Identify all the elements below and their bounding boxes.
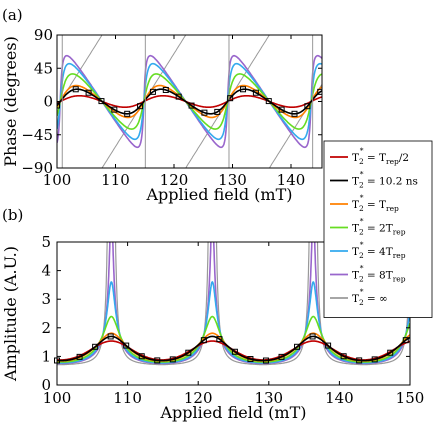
amplitude-marker — [138, 353, 145, 360]
amplitude-marker — [278, 353, 285, 360]
phase-marker — [214, 108, 221, 115]
phase-series-line — [57, 35, 322, 168]
legend-box — [323, 140, 433, 318]
legend-entry: T2* = 10.2 ns — [330, 170, 418, 190]
amplitude-y-tick-label: 2 — [41, 319, 51, 337]
amplitude-marker — [247, 356, 254, 363]
phase-marker — [98, 98, 105, 105]
amplitude-series-line — [57, 242, 410, 366]
amplitude-x-tick-label: 140 — [325, 389, 354, 407]
amplitude-marker — [309, 333, 316, 340]
phase-y-axis-label: Phase (degrees) — [1, 36, 20, 167]
legend-entry: T2* = 8Trep — [330, 264, 406, 284]
phase-y-tick-label: −90 — [21, 159, 53, 177]
amplitude-marker — [185, 349, 192, 356]
phase-marker — [304, 103, 311, 110]
phase-series-line — [57, 54, 322, 149]
phase-marker — [265, 98, 272, 105]
amplitude-series-line — [57, 280, 410, 364]
amplitude-marker — [387, 349, 394, 356]
amplitude-marker — [231, 348, 238, 355]
phase-marker — [124, 110, 131, 117]
amplitude-marker — [123, 342, 130, 349]
amplitude-y-tick-label: 0 — [41, 376, 51, 394]
amplitude-marker — [107, 333, 114, 340]
phase-marker — [291, 110, 298, 117]
amplitude-y-tick-label: 5 — [41, 233, 51, 251]
amplitude-marker — [402, 337, 409, 344]
panel-a-label: (a) — [2, 6, 23, 24]
phase-x-tick-label: 100 — [43, 171, 72, 189]
phase-marker — [137, 103, 144, 110]
amplitude-y-tick-label: 3 — [41, 290, 51, 308]
legend-label: T2* = ∞ — [352, 287, 388, 307]
phase-marker — [317, 88, 322, 95]
phase-x-tick-label: 110 — [101, 171, 130, 189]
amplitude-marker — [325, 342, 332, 349]
panel-b-label: (b) — [2, 206, 23, 224]
amplitude-marker — [294, 343, 301, 350]
amplitude-x-tick-label: 130 — [254, 389, 283, 407]
phase-marker — [188, 102, 195, 109]
amplitude-marker — [200, 337, 207, 344]
phase-marker — [85, 89, 92, 96]
phase-x-tick-label: 120 — [160, 171, 189, 189]
phase-y-tick-label: 45 — [34, 59, 53, 77]
legend-label: T2* = 4Trep — [352, 240, 406, 260]
phase-y-tick-label: 90 — [34, 26, 53, 44]
phase-marker — [240, 86, 247, 93]
amplitude-marker — [371, 356, 378, 363]
legend-label: T2* = 8Trep — [352, 264, 406, 284]
phase-marker — [57, 102, 60, 109]
amplitude-x-tick-label: 150 — [396, 389, 425, 407]
phase-marker — [162, 86, 169, 93]
legend: T2* = Trep/2 T2* = 10.2 ns T2* = Trep T2* =… — [323, 140, 433, 318]
phase-series-line — [57, 62, 322, 141]
phase-marker — [175, 93, 182, 100]
legend-label: T2* = Trep/2 — [352, 146, 409, 166]
phase-marker — [149, 88, 156, 95]
phase-marker — [111, 106, 118, 113]
amplitude-marker — [216, 336, 223, 343]
phase-x-tick-label: 140 — [277, 171, 306, 189]
amplitude-y-tick-label: 4 — [41, 262, 51, 280]
amplitude-x-tick-label: 110 — [113, 389, 142, 407]
legend-label: T2* = Trep — [352, 193, 399, 213]
legend-entry: T2* = Trep — [330, 193, 399, 213]
phase-y-tick-label: −45 — [21, 126, 53, 144]
legend-label: T2* = 2Trep — [352, 217, 406, 237]
amplitude-marker — [76, 353, 83, 360]
amplitude-y-axis-label: Amplitude (A.U.) — [1, 246, 20, 382]
phase-x-tick-label: 130 — [218, 171, 247, 189]
legend-entry: T2* = ∞ — [330, 287, 388, 307]
amplitude-x-axis-label: Applied field (mT) — [160, 403, 307, 422]
phase-x-axis-label: Applied field (mT) — [146, 185, 293, 204]
amplitude-series-line — [57, 335, 410, 362]
phase-marker — [252, 89, 259, 96]
phase-marker — [278, 106, 285, 113]
amplitude-marker — [356, 357, 363, 364]
legend-entry: T2* = 2Trep — [330, 217, 406, 237]
amplitude-marker — [340, 353, 347, 360]
amplitude-x-tick-label: 100 — [43, 389, 72, 407]
amplitude-marker — [92, 343, 99, 350]
phase-marker — [227, 95, 234, 102]
legend-label: T2* = 10.2 ns — [352, 170, 418, 190]
amplitude-marker — [169, 356, 176, 363]
amplitude-marker — [262, 357, 269, 364]
phase-y-tick-label: 0 — [43, 93, 53, 111]
amplitude-marker — [154, 357, 161, 364]
amplitude-y-tick-label: 1 — [41, 347, 51, 365]
amplitude-x-tick-label: 120 — [184, 389, 213, 407]
legend-entry: T2* = Trep/2 — [330, 146, 409, 166]
phase-marker — [201, 109, 208, 116]
phase-marker — [72, 86, 79, 93]
legend-entry: T2* = 4Trep — [330, 240, 406, 260]
